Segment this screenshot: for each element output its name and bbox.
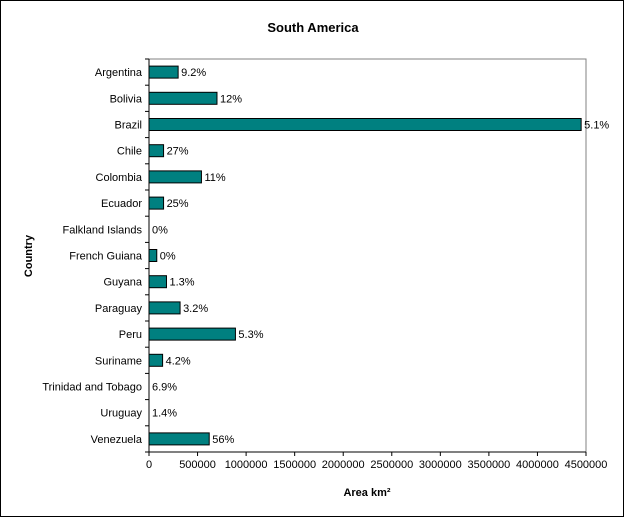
data-label: 1.4% xyxy=(152,408,177,420)
x-tick-label: 3000000 xyxy=(419,459,462,471)
data-label: 9.2% xyxy=(181,67,206,79)
x-tick-label: 1000000 xyxy=(225,459,268,471)
x-tick-label: 2500000 xyxy=(370,459,413,471)
x-axis-title: Area km² xyxy=(343,487,390,499)
y-tick-label: Brazil xyxy=(114,120,142,132)
y-tick-label: Guyana xyxy=(103,277,142,289)
data-label: 4.2% xyxy=(166,355,191,367)
chart-title: South America xyxy=(267,20,359,35)
data-label: 0% xyxy=(160,251,176,263)
y-tick-label: Trinidad and Tobago xyxy=(42,382,142,394)
data-label: 6.9% xyxy=(152,382,177,394)
y-tick-label: Suriname xyxy=(95,355,142,367)
x-tick-label: 4000000 xyxy=(516,459,559,471)
x-tick-label: 0 xyxy=(146,459,152,471)
bars-group: 9.2% 12% 5.1% 27% 11% 25% 0% 0% 1.3% 3.2% 5.3% 4.2%… xyxy=(148,65,609,446)
y-axis: Argentina Bolivia Brazil Chile Colombia Ecuad… xyxy=(42,58,150,453)
x-tick-label: 500000 xyxy=(179,459,216,471)
data-label: 0% xyxy=(152,224,168,236)
y-tick-label: Ecuador xyxy=(101,198,142,210)
data-label: 12% xyxy=(220,93,242,105)
y-tick-label: Paraguay xyxy=(95,303,143,315)
y-tick-label: Chile xyxy=(117,146,142,158)
bar xyxy=(148,65,179,79)
y-tick-label: Peru xyxy=(119,329,142,341)
data-label: 27% xyxy=(167,146,189,158)
y-tick-label: Colombia xyxy=(96,172,143,184)
data-label: 11% xyxy=(204,172,225,184)
bar xyxy=(148,118,582,131)
x-tick-label: 2000000 xyxy=(322,459,365,471)
y-tick-label: Venezuela xyxy=(91,434,143,446)
bar xyxy=(148,275,167,289)
bar xyxy=(148,249,158,262)
plot-area xyxy=(148,58,587,453)
bar xyxy=(148,196,165,210)
y-tick-label: Argentina xyxy=(95,67,143,79)
y-tick-label: French Guiana xyxy=(69,251,143,263)
x-tick-label: 4500000 xyxy=(565,459,608,471)
bar xyxy=(148,353,164,367)
bar xyxy=(148,91,218,105)
data-label: 3.2% xyxy=(183,303,208,315)
y-axis-title: Country xyxy=(23,234,35,277)
data-label: 25% xyxy=(167,198,189,210)
bar xyxy=(148,170,202,184)
bar xyxy=(148,432,210,446)
x-axis: 0 500000 1000000 1500000 2000000 2500000 30000… xyxy=(146,451,608,471)
data-label: 1.3% xyxy=(169,277,194,289)
data-label: 5.1% xyxy=(584,120,609,132)
bar xyxy=(148,327,236,341)
bar xyxy=(148,301,181,315)
data-label: 5.3% xyxy=(238,329,263,341)
bar xyxy=(148,144,165,158)
x-tick-label: 1500000 xyxy=(273,459,316,471)
x-tick-label: 3500000 xyxy=(467,459,510,471)
y-tick-label: Falkland Islands xyxy=(63,224,143,236)
y-tick-label: Uruguay xyxy=(100,408,142,420)
y-tick-label: Bolivia xyxy=(110,93,143,105)
data-label: 56% xyxy=(212,434,234,446)
